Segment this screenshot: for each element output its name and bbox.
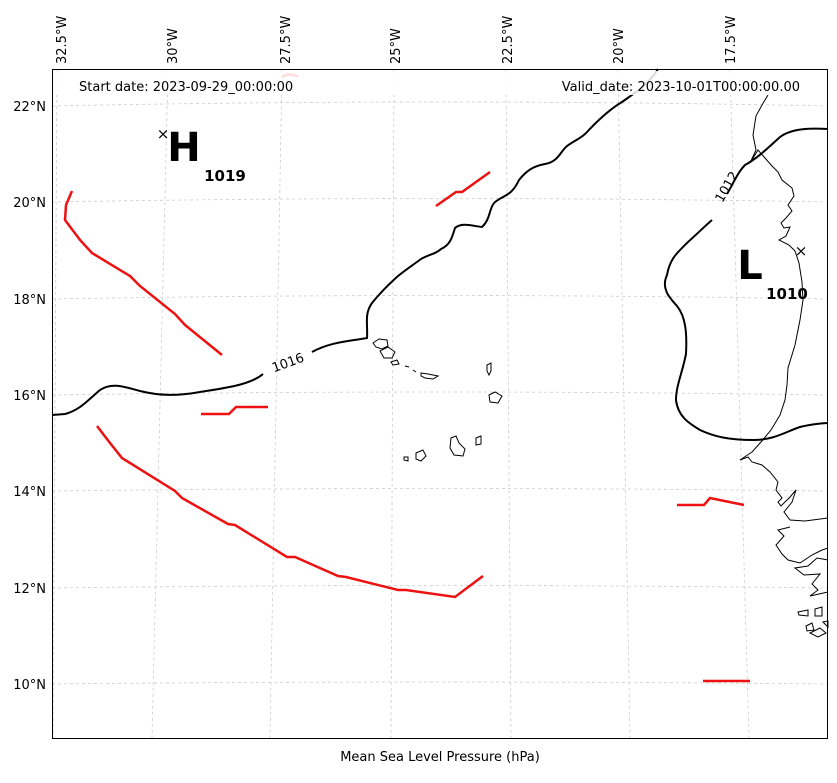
valid-date: Valid_date: 2023-10-01T00:00:00.00 <box>562 80 800 95</box>
isobar-1012 <box>663 127 829 442</box>
isobar-label-1016: 1016 <box>270 351 306 376</box>
cabo-verde-santa-luzia <box>390 359 400 366</box>
map-caption: Mean Sea Level Pressure (hPa) <box>340 750 540 765</box>
lon-label: 17.5°W <box>724 16 739 64</box>
lat-label: 18°N <box>13 293 46 308</box>
cabo-verde-maio <box>475 435 482 446</box>
front-southwest <box>96 425 484 599</box>
high-letter: H <box>167 125 200 171</box>
gridline-lat-18n <box>51 295 829 300</box>
gridline-lon-25w <box>390 69 395 739</box>
low-value: 1010 <box>766 285 808 303</box>
cabo-verde-brava <box>403 456 409 462</box>
center-marker-x-icon: × <box>157 125 170 143</box>
gridline-lat-22n <box>51 101 829 107</box>
high-value: 1019 <box>204 167 246 185</box>
gridline-lat-20n <box>51 198 829 203</box>
isobar-label-1012: 1012 <box>713 169 743 205</box>
cabo-verde-sal <box>486 362 492 377</box>
lon-label: 20°W <box>612 28 627 64</box>
lat-label: 14°N <box>13 485 46 500</box>
cabo-verde-boa-vista <box>488 391 503 404</box>
low-pressure-center: × L 1010 <box>737 242 808 303</box>
lat-label: 10°N <box>13 678 46 693</box>
front-north-central <box>435 170 491 208</box>
coastlines <box>372 94 829 638</box>
center-marker-x-icon: × <box>795 242 808 260</box>
gridline-lat-12n <box>51 585 829 589</box>
front-east <box>677 496 745 507</box>
cabo-verde-sao-vicente <box>379 346 396 359</box>
gridline-lon-30w <box>151 69 169 739</box>
africa-coastline <box>739 94 829 638</box>
lon-label: 22.5°W <box>501 16 516 64</box>
gridline-lon-17-5w <box>729 69 750 739</box>
high-pressure-center: × H 1019 <box>157 125 246 185</box>
front-short-mid <box>201 405 268 416</box>
start-date: Start date: 2023-09-29_00:00:00 <box>79 80 293 95</box>
isobars <box>51 68 829 442</box>
lon-label: 25°W <box>389 28 404 64</box>
lat-label: 20°N <box>13 196 46 211</box>
header-backdrop <box>53 71 827 95</box>
lat-label: 22°N <box>13 100 46 115</box>
cabo-verde-santo-antao <box>372 338 389 350</box>
cabo-verde-sao-nicolau <box>404 365 440 380</box>
gridline-lon-27-5w <box>269 69 283 739</box>
lat-label: 12°N <box>13 582 46 597</box>
gridline-lon-32-5w <box>52 69 58 739</box>
low-letter: L <box>737 243 763 289</box>
cabo-verde-fogo <box>415 449 427 462</box>
front-northwest <box>63 190 223 356</box>
lon-label: 30°W <box>166 28 181 64</box>
lat-axis-labels: 22°N 20°N 18°N 16°N 14°N 12°N 10°N <box>13 100 46 693</box>
gridline-lat-14n <box>51 488 829 492</box>
isobar-1016 <box>51 68 659 416</box>
gridline-lon-22-5w <box>505 69 512 739</box>
lon-label: 27.5°W <box>279 16 294 64</box>
map-frame <box>52 69 828 739</box>
lon-label: 32.5°W <box>55 16 70 64</box>
gridline-lat-10n <box>51 681 829 685</box>
cabo-verde-santiago <box>449 435 466 457</box>
lon-axis-labels: 32.5°W 30°W 27.5°W 25°W 22.5°W 20°W 17.5… <box>55 16 739 64</box>
gridline-lon-20w <box>617 69 631 739</box>
lat-label: 16°N <box>13 389 46 404</box>
